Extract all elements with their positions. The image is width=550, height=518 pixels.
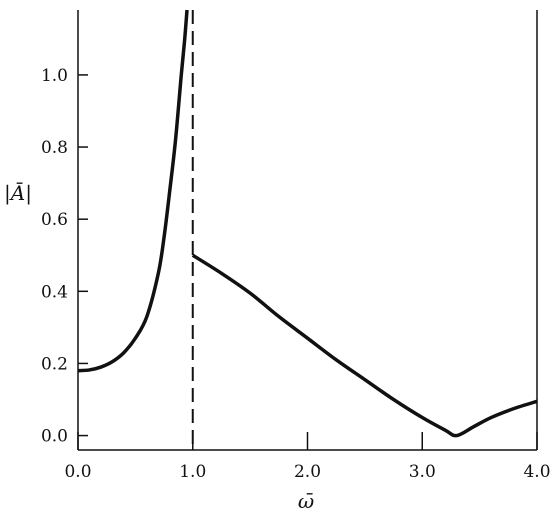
x-ticks: 0.0 1.0 2.0 3.0 4.0 [64, 432, 550, 482]
series-line-2 [191, 253, 538, 438]
y-tick-label: 1.0 [41, 66, 68, 86]
plot-frame [77, 10, 538, 451]
x-axis-label: ω̄ [298, 489, 314, 513]
x-tick-label: 3.0 [409, 462, 436, 482]
series-group [77, 9, 538, 438]
y-axis-label: |Ā| [4, 181, 32, 206]
y-tick-label: 0.4 [41, 282, 68, 302]
x-tick-label: 2.0 [294, 462, 321, 482]
x-tick-label: 1.0 [179, 462, 206, 482]
x-tick-label: 0.0 [64, 462, 91, 482]
x-tick-label: 4.0 [523, 462, 550, 482]
y-tick-label: 0.2 [41, 354, 68, 374]
y-tick-label: 0.8 [41, 138, 68, 158]
y-ticks: 0.0 0.2 0.4 0.6 0.8 1.0 [41, 66, 88, 447]
series-line-1 [77, 9, 189, 373]
y-tick-label: 0.6 [41, 210, 68, 230]
y-tick-label: 0.0 [41, 427, 68, 447]
